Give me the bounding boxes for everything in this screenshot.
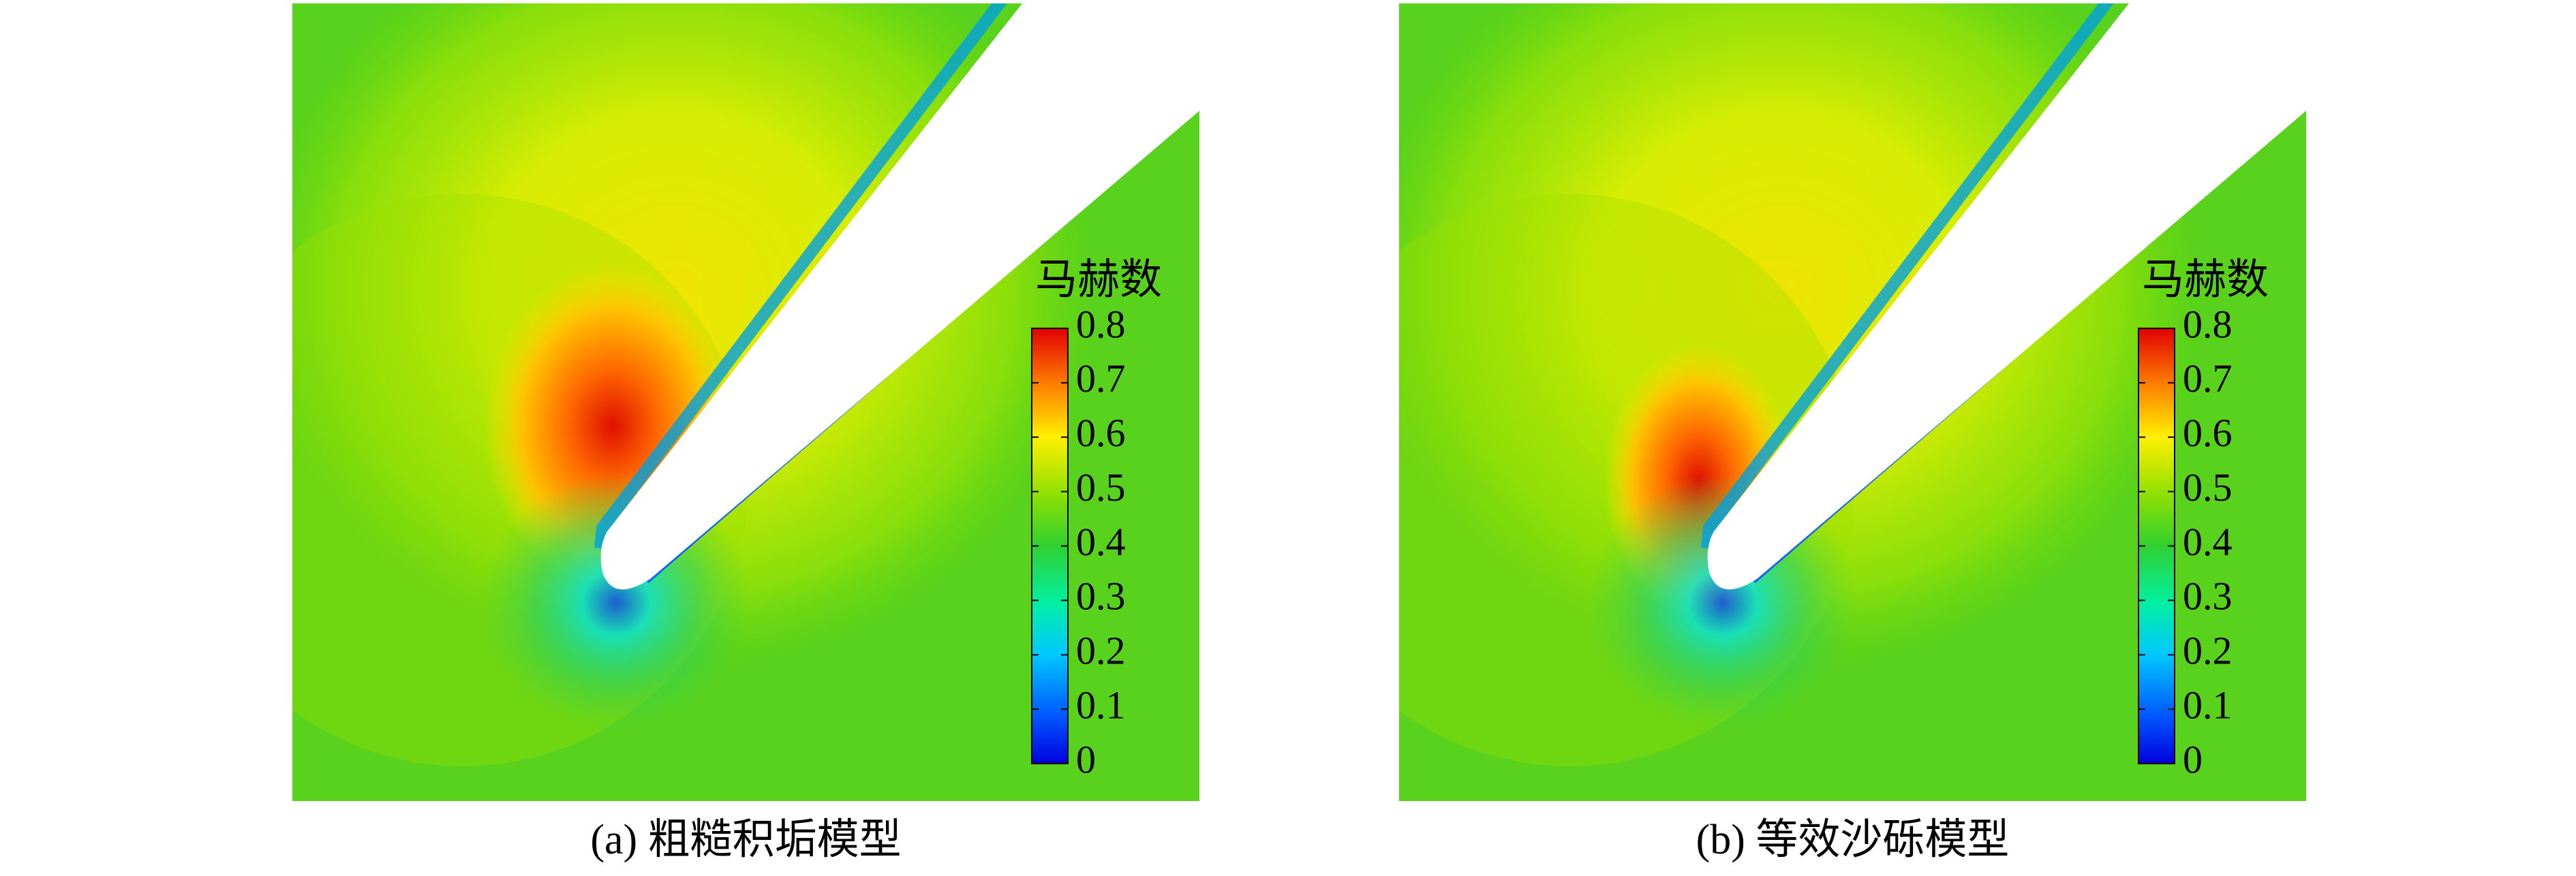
tick-label: 0.1 <box>1076 683 1126 727</box>
caption: (a) 粗糙积垢模型 <box>590 817 901 863</box>
tick-label: 0.8 <box>1076 302 1126 346</box>
tick-label: 0.3 <box>2183 574 2233 619</box>
tick-label: 0.1 <box>2183 683 2233 727</box>
panel: 马赫数 0 0.1 0.2 0.3 0.4 0.5 0.6 0.7 0.8 (b) 等效沙砾模型 <box>1283 0 2312 863</box>
tick-label: 0.7 <box>1076 356 1126 401</box>
tick-label: 0.2 <box>1076 629 1126 673</box>
tick-label: 0.5 <box>2183 465 2233 510</box>
tick-label: 0.7 <box>2183 356 2233 401</box>
tick-label: 0.4 <box>1076 520 1126 564</box>
tick-label: 0.6 <box>1076 411 1126 455</box>
tick-label: 0 <box>1076 737 1096 781</box>
legend-title: 马赫数 <box>2142 257 2269 303</box>
caption: (b) 等效沙砾模型 <box>1696 817 2010 863</box>
tick-label: 0.2 <box>2183 629 2233 673</box>
panel: 马赫数 0 0.1 0.2 0.3 0.4 0.5 0.6 0.7 0.8 (a) 粗糙积垢模型 <box>177 0 1206 863</box>
legend-title: 马赫数 <box>1035 257 1162 303</box>
tick-label: 0 <box>2183 737 2203 781</box>
tick-label: 0.4 <box>2183 520 2233 564</box>
tick-label: 0.8 <box>2183 302 2233 346</box>
tick-label: 0.5 <box>1076 465 1126 510</box>
tick-label: 0.6 <box>2183 411 2233 455</box>
tick-label: 0.3 <box>1076 574 1126 619</box>
